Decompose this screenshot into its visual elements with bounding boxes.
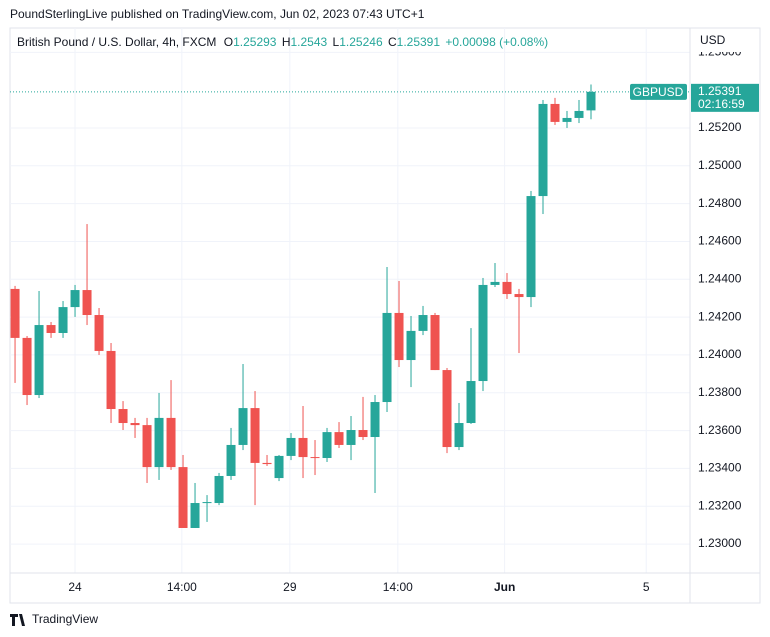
candle-body: [190, 503, 200, 528]
footer-brand: TradingView: [32, 612, 98, 626]
axis-label-bg: [692, 30, 758, 52]
candle-body: [70, 290, 80, 308]
candle-body: [154, 417, 164, 468]
x-tick-label: Jun: [494, 580, 515, 594]
candle-body: [406, 330, 416, 361]
candle-body: [250, 408, 260, 463]
candle-body: [454, 423, 464, 448]
candle-body: [226, 444, 236, 476]
candle-body: [442, 370, 452, 448]
candle-body: [214, 475, 224, 504]
legend: British Pound / U.S. Dollar, 4h, FXCM O1…: [17, 35, 548, 49]
candle-body: [382, 312, 392, 403]
candle-body: [274, 455, 284, 479]
candle-body: [94, 315, 104, 351]
price-tag: 1.25391: [698, 84, 742, 98]
y-tick-label: 1.24600: [698, 234, 742, 248]
candle-body: [10, 288, 20, 338]
y-tick-label: 1.24200: [698, 309, 742, 323]
candle-body: [502, 281, 512, 295]
y-tick-label: 1.25000: [698, 158, 742, 172]
ohlc-label: L: [333, 35, 340, 49]
candle-body: [286, 437, 296, 456]
candle-body: [334, 432, 344, 445]
candle-body: [202, 502, 212, 504]
symbol-tag: GBPUSD: [633, 85, 684, 99]
y-axis-label: USD: [700, 33, 726, 47]
y-tick-label: 1.23200: [698, 498, 742, 512]
candle-body: [34, 325, 44, 396]
candle-body: [358, 430, 368, 438]
candle-body: [178, 467, 188, 528]
y-tick-label: 1.23000: [698, 536, 742, 550]
ohlc-value: 1.25246: [339, 35, 383, 49]
candle-body: [82, 290, 92, 316]
candle-body: [322, 432, 332, 459]
ohlc-value: 1.2543: [291, 35, 328, 49]
candle-body: [238, 408, 248, 445]
candle-body: [166, 417, 176, 468]
candle-body: [394, 312, 404, 361]
x-tick-label: 29: [283, 580, 297, 594]
candle-body: [118, 409, 128, 424]
candle-body: [262, 462, 272, 465]
grid: [10, 28, 690, 573]
price-tag-bg: [691, 83, 759, 112]
axes: 1.23000 1.23200 1.23400 1.23600 1.23800 1.240…: [68, 44, 759, 594]
y-tick-label: 1.24000: [698, 347, 742, 361]
candle-body: [130, 423, 140, 426]
y-tick-label: 1.25200: [698, 120, 742, 134]
candles: [10, 84, 690, 528]
ohlc-label: O: [224, 35, 233, 49]
ohlc-value: 1.25391: [397, 35, 441, 49]
logo: [10, 614, 25, 626]
candle-body: [490, 281, 500, 285]
candle-body: [538, 103, 548, 197]
candle-body: [346, 430, 356, 445]
frame: [9, 27, 761, 604]
change: +0.00098 (+0.08%): [445, 35, 548, 49]
x-tick-label: 5: [643, 580, 650, 594]
countdown: 02:16:59: [698, 97, 745, 111]
ohlc-label: H: [282, 35, 291, 49]
x-tick-label: 14:00: [383, 580, 413, 594]
candle-body: [106, 350, 116, 410]
candle-body: [430, 315, 440, 371]
ohlc-label: C: [388, 35, 397, 49]
candle-body: [550, 103, 560, 122]
candle-body: [526, 196, 536, 298]
candle-body: [298, 437, 308, 458]
candle-body: [142, 425, 152, 468]
instrument: British Pound / U.S. Dollar, 4h, FXCM: [17, 35, 216, 49]
y-tick-label: 1.23400: [698, 461, 742, 475]
candle-body: [310, 457, 320, 459]
attribution: PoundSterlingLive published on TradingVi…: [10, 7, 425, 21]
x-tick-label: 24: [68, 580, 82, 594]
ohlc-value: 1.25293: [233, 35, 277, 49]
y-tick-label: 1.23600: [698, 423, 742, 437]
candle-body: [22, 337, 32, 396]
candle-body: [514, 294, 524, 298]
candle-body: [574, 110, 584, 118]
candle-body: [58, 307, 68, 333]
y-tick-label: 1.23800: [698, 385, 742, 399]
candle-body: [46, 325, 56, 333]
candle-body: [418, 315, 428, 331]
candle-body: [562, 117, 572, 122]
candle-body: [370, 402, 380, 438]
x-tick-label: 14:00: [167, 580, 197, 594]
symbol-tag-bg: [630, 83, 687, 100]
candle-body: [586, 91, 596, 111]
candle-body: [466, 381, 476, 424]
y-tick-label: 1.24400: [698, 271, 742, 285]
y-tick-label: 1.24800: [698, 196, 742, 210]
candle-body: [478, 284, 488, 382]
